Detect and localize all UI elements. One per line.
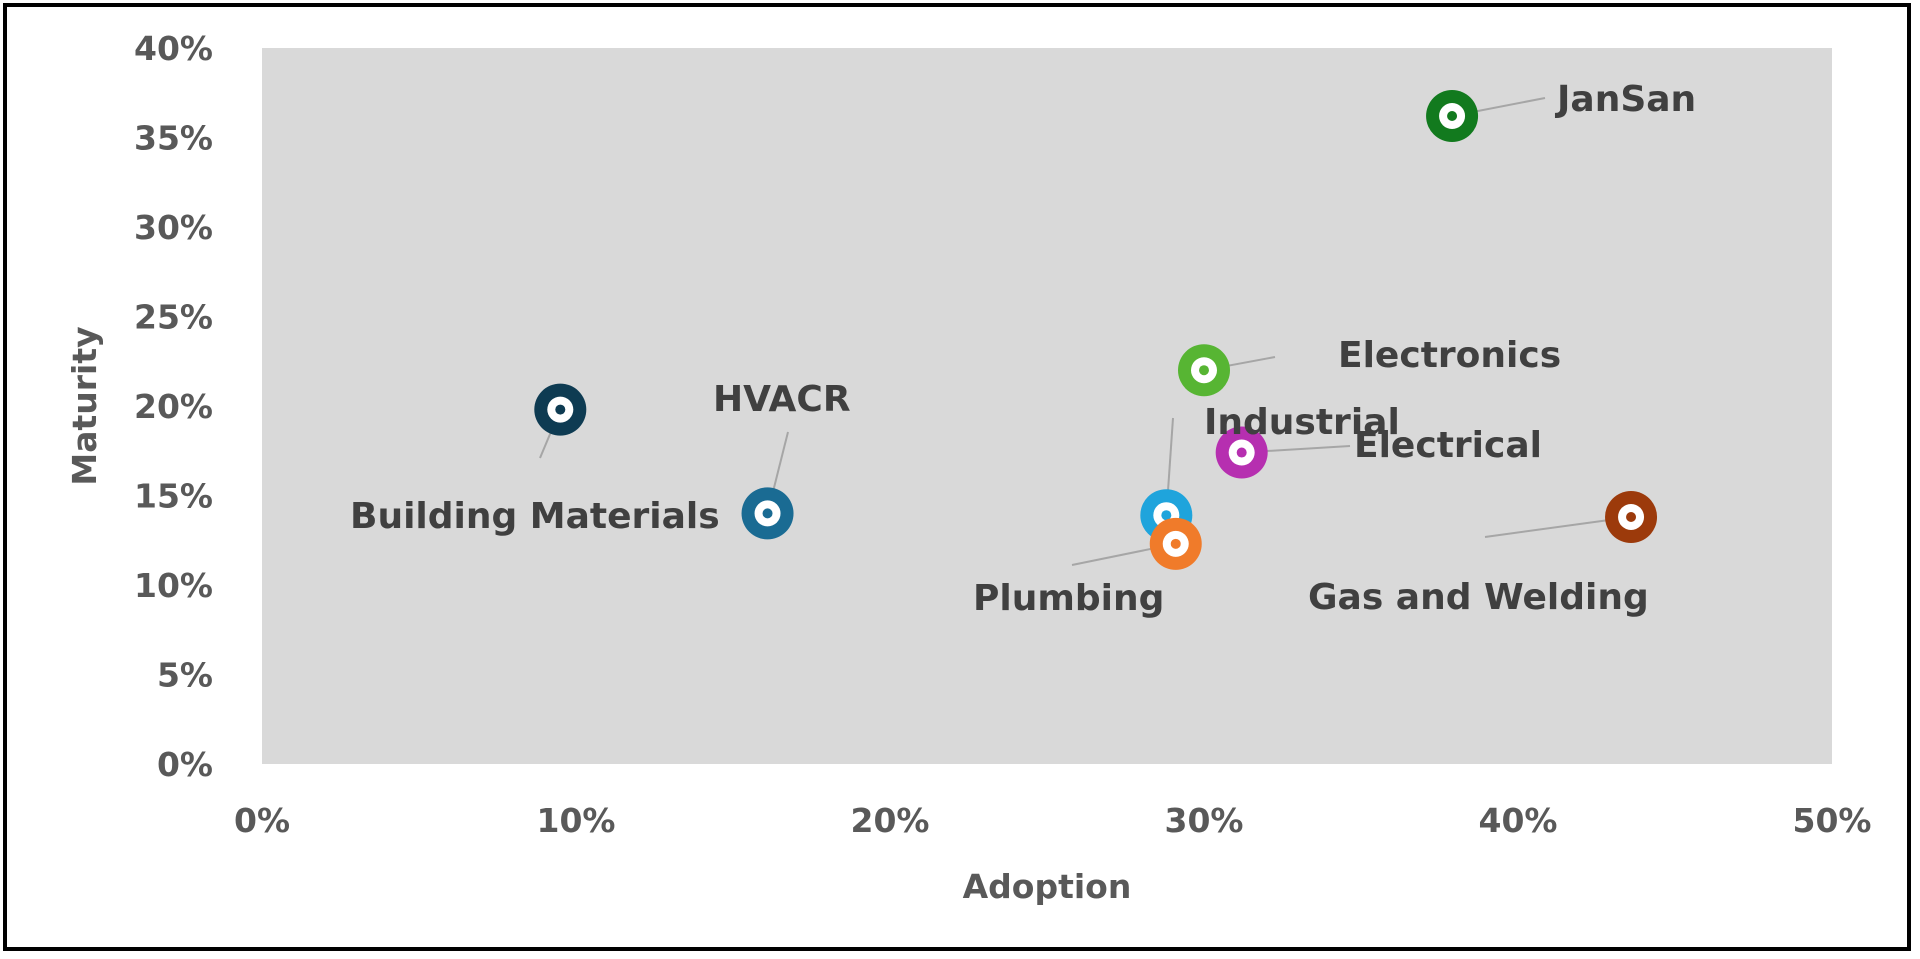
- data-points: [534, 90, 1658, 570]
- data-point: [1149, 517, 1202, 570]
- y-tick-label: 20%: [134, 387, 213, 426]
- x-tick-label: 50%: [1793, 801, 1872, 840]
- x-tick-label: 0%: [234, 801, 290, 840]
- data-label: Electronics: [1338, 335, 1561, 376]
- marker-center-dot: [1161, 510, 1172, 521]
- marker-center-dot: [1170, 538, 1181, 549]
- y-tick-label: 25%: [134, 298, 213, 337]
- data-label: Industrial: [1204, 402, 1400, 443]
- y-tick-label: 5%: [157, 656, 213, 695]
- plot-area: [262, 48, 1832, 764]
- data-label: Building Materials: [350, 496, 720, 537]
- marker-center-dot: [1199, 365, 1209, 376]
- y-tick-label: 10%: [134, 566, 213, 605]
- data-point: [1215, 426, 1268, 479]
- data-label: JanSan: [1554, 79, 1696, 120]
- x-tick-label: 10%: [537, 801, 616, 840]
- y-tick-label: 35%: [134, 119, 213, 158]
- point-labels: Building Materials HVACR Industrial Plumbin…: [350, 79, 1696, 619]
- x-tick-label: 20%: [851, 801, 930, 840]
- data-label: HVACR: [713, 379, 851, 420]
- y-axis-ticks: 0% 5% 10% 15% 20% 25% 30% 35% 40%: [134, 29, 213, 784]
- y-tick-label: 40%: [134, 29, 213, 68]
- data-point: [1605, 490, 1658, 543]
- marker-center-dot: [1626, 511, 1637, 522]
- y-axis-title: Maturity: [65, 326, 104, 485]
- data-label: Electrical: [1354, 425, 1542, 466]
- marker-center-dot: [1236, 447, 1247, 458]
- data-point: [741, 487, 794, 540]
- x-tick-label: 30%: [1165, 801, 1244, 840]
- data-label: Gas and Welding: [1308, 577, 1649, 618]
- y-tick-label: 15%: [134, 477, 213, 516]
- marker-center-dot: [762, 508, 773, 519]
- x-axis-title: Adoption: [963, 867, 1132, 906]
- marker-center-dot: [1447, 111, 1458, 122]
- x-tick-label: 40%: [1479, 801, 1558, 840]
- marker-center-dot: [555, 404, 566, 415]
- data-point: [534, 383, 587, 436]
- y-tick-label: 30%: [134, 208, 213, 247]
- data-label: Plumbing: [973, 578, 1164, 619]
- data-point: [1178, 344, 1230, 397]
- y-tick-label: 0%: [157, 745, 213, 784]
- x-axis-ticks: 0% 10% 20% 30% 40% 50%: [234, 801, 1872, 840]
- data-point: [1426, 90, 1479, 143]
